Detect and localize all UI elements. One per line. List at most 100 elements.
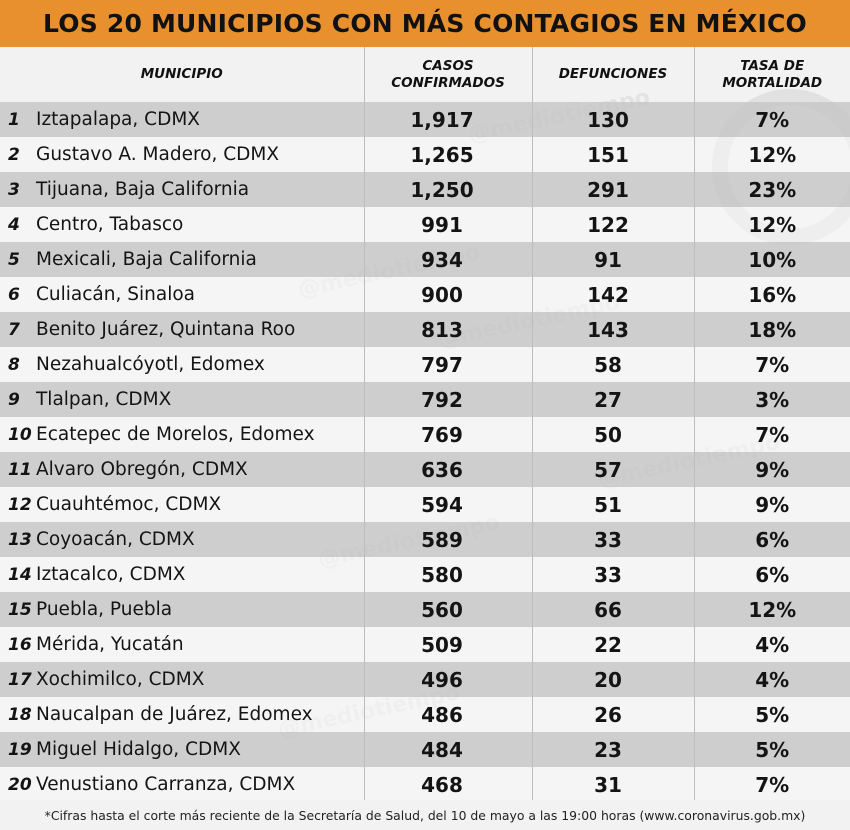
rank-number: 15 bbox=[8, 599, 32, 620]
tasa-mortalidad-value: 4% bbox=[693, 662, 850, 697]
table-row: 15 Puebla, Puebla 560 66 12% bbox=[0, 592, 850, 627]
defunciones-value: 58 bbox=[531, 347, 694, 382]
defunciones-value: 33 bbox=[531, 557, 694, 592]
table-row: 9 Tlalpan, CDMX 792 27 3% bbox=[0, 382, 850, 417]
casos-confirmados-value: 509 bbox=[363, 627, 532, 662]
rank-number: 1 bbox=[8, 109, 20, 130]
tasa-mortalidad-value: 10% bbox=[693, 242, 850, 277]
municipio-name: Benito Juárez, Quintana Roo bbox=[36, 319, 296, 340]
municipio-name: Tlalpan, CDMX bbox=[36, 389, 172, 410]
municipio-name: Coyoacán, CDMX bbox=[36, 529, 195, 550]
tasa-mortalidad-value: 12% bbox=[693, 137, 850, 172]
tasa-mortalidad-value: 9% bbox=[693, 487, 850, 522]
casos-confirmados-value: 934 bbox=[363, 242, 532, 277]
rank-number: 2 bbox=[8, 144, 20, 165]
municipio-cell: 1 Iztapalapa, CDMX bbox=[0, 102, 364, 137]
casos-confirmados-value: 496 bbox=[363, 662, 532, 697]
defunciones-value: 20 bbox=[531, 662, 694, 697]
defunciones-value: 22 bbox=[531, 627, 694, 662]
footnote: *Cifras hasta el corte más reciente de l… bbox=[0, 800, 850, 830]
table-row: 17 Xochimilco, CDMX 496 20 4% bbox=[0, 662, 850, 697]
municipio-name: Iztapalapa, CDMX bbox=[36, 109, 200, 130]
tasa-mortalidad-value: 23% bbox=[693, 172, 850, 207]
rank-number: 3 bbox=[8, 179, 20, 200]
casos-confirmados-value: 594 bbox=[363, 487, 532, 522]
municipio-cell: 18 Naucalpan de Juárez, Edomex bbox=[0, 697, 364, 732]
rank-number: 4 bbox=[8, 214, 20, 235]
table-row: 3 Tijuana, Baja California 1,250 291 23% bbox=[0, 172, 850, 207]
rank-number: 8 bbox=[8, 354, 20, 375]
table-header-row: MUNICIPIO CASOS CONFIRMADOS DEFUNCIONES T… bbox=[0, 47, 850, 102]
municipio-cell: 15 Puebla, Puebla bbox=[0, 592, 364, 627]
table-row: 10 Ecatepec de Morelos, Edomex 769 50 7% bbox=[0, 417, 850, 452]
tasa-mortalidad-value: 5% bbox=[693, 697, 850, 732]
defunciones-value: 51 bbox=[531, 487, 694, 522]
rank-number: 18 bbox=[8, 704, 32, 725]
rank-number: 12 bbox=[8, 494, 32, 515]
municipio-name: Iztacalco, CDMX bbox=[36, 564, 186, 585]
municipio-name: Tijuana, Baja California bbox=[36, 179, 250, 200]
rank-number: 17 bbox=[8, 669, 32, 690]
column-header-casos: CASOS CONFIRMADOS bbox=[363, 47, 532, 102]
defunciones-value: 291 bbox=[531, 172, 694, 207]
municipio-name: Puebla, Puebla bbox=[36, 599, 173, 620]
tasa-mortalidad-value: 16% bbox=[693, 277, 850, 312]
casos-confirmados-value: 769 bbox=[363, 417, 532, 452]
tasa-mortalidad-value: 4% bbox=[693, 627, 850, 662]
table-row: 11 Alvaro Obregón, CDMX 636 57 9% bbox=[0, 452, 850, 487]
municipio-cell: 14 Iztacalco, CDMX bbox=[0, 557, 364, 592]
casos-confirmados-value: 468 bbox=[363, 767, 532, 802]
tasa-mortalidad-value: 3% bbox=[693, 382, 850, 417]
rank-number: 7 bbox=[8, 319, 20, 340]
table-row: 8 Nezahualcóyotl, Edomex 797 58 7% bbox=[0, 347, 850, 382]
municipio-cell: 4 Centro, Tabasco bbox=[0, 207, 364, 242]
defunciones-value: 91 bbox=[531, 242, 694, 277]
tasa-mortalidad-value: 7% bbox=[693, 102, 850, 137]
municipio-name: Culiacán, Sinaloa bbox=[36, 284, 195, 305]
rank-number: 20 bbox=[8, 774, 32, 795]
table-row: 12 Cuauhtémoc, CDMX 594 51 9% bbox=[0, 487, 850, 522]
tasa-mortalidad-value: 9% bbox=[693, 452, 850, 487]
municipio-name: Xochimilco, CDMX bbox=[36, 669, 205, 690]
tasa-mortalidad-value: 7% bbox=[693, 347, 850, 382]
municipio-name: Mexicali, Baja California bbox=[36, 249, 257, 270]
municipio-cell: 13 Coyoacán, CDMX bbox=[0, 522, 364, 557]
rank-number: 6 bbox=[8, 284, 20, 305]
municipio-name: Nezahualcóyotl, Edomex bbox=[36, 354, 265, 375]
municipio-name: Gustavo A. Madero, CDMX bbox=[36, 144, 280, 165]
tasa-mortalidad-value: 12% bbox=[693, 592, 850, 627]
casos-confirmados-value: 792 bbox=[363, 382, 532, 417]
casos-confirmados-value: 1,265 bbox=[363, 137, 532, 172]
column-header-municipio: MUNICIPIO bbox=[140, 66, 223, 82]
municipio-cell: 3 Tijuana, Baja California bbox=[0, 172, 364, 207]
casos-confirmados-value: 1,917 bbox=[363, 102, 532, 137]
defunciones-value: 66 bbox=[531, 592, 694, 627]
municipio-cell: 8 Nezahualcóyotl, Edomex bbox=[0, 347, 364, 382]
page-title: LOS 20 MUNICIPIOS CON MÁS CONTAGIOS EN M… bbox=[43, 9, 807, 38]
municipio-cell: 12 Cuauhtémoc, CDMX bbox=[0, 487, 364, 522]
defunciones-value: 57 bbox=[531, 452, 694, 487]
rank-number: 14 bbox=[8, 564, 32, 585]
municipio-name: Mérida, Yucatán bbox=[36, 634, 184, 655]
table-row: 19 Miguel Hidalgo, CDMX 484 23 5% bbox=[0, 732, 850, 767]
table-row: 4 Centro, Tabasco 991 122 12% bbox=[0, 207, 850, 242]
table-row: 13 Coyoacán, CDMX 589 33 6% bbox=[0, 522, 850, 557]
defunciones-value: 23 bbox=[531, 732, 694, 767]
casos-confirmados-value: 813 bbox=[363, 312, 532, 347]
rank-number: 11 bbox=[8, 459, 32, 480]
tasa-mortalidad-value: 6% bbox=[693, 557, 850, 592]
defunciones-value: 130 bbox=[531, 102, 694, 137]
municipio-name: Cuauhtémoc, CDMX bbox=[36, 494, 222, 515]
tasa-mortalidad-value: 5% bbox=[693, 732, 850, 767]
title-bar: LOS 20 MUNICIPIOS CON MÁS CONTAGIOS EN M… bbox=[0, 0, 850, 47]
municipio-cell: 11 Alvaro Obregón, CDMX bbox=[0, 452, 364, 487]
rank-number: 5 bbox=[8, 249, 20, 270]
rank-number: 13 bbox=[8, 529, 32, 550]
table-row: 20 Venustiano Carranza, CDMX 468 31 7% bbox=[0, 767, 850, 802]
rank-number: 16 bbox=[8, 634, 32, 655]
municipio-cell: 10 Ecatepec de Morelos, Edomex bbox=[0, 417, 364, 452]
table-row: 14 Iztacalco, CDMX 580 33 6% bbox=[0, 557, 850, 592]
rank-number: 9 bbox=[8, 389, 20, 410]
casos-confirmados-value: 484 bbox=[363, 732, 532, 767]
casos-confirmados-value: 589 bbox=[363, 522, 532, 557]
